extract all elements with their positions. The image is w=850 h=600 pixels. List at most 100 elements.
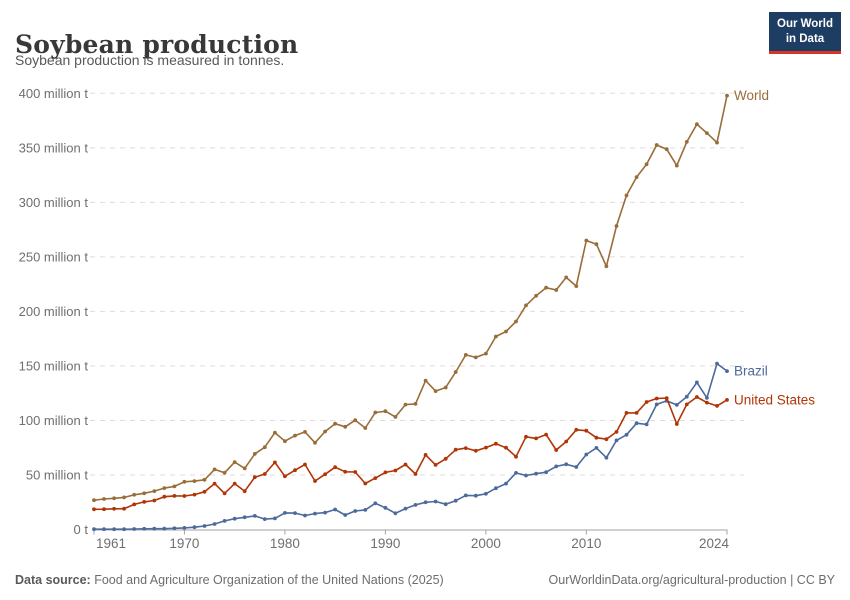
series-point-brazil-2014[interactable] [624,432,629,437]
series-point-world-2004[interactable] [524,303,528,308]
series-point-united-states-1997[interactable] [453,447,458,452]
series-point-united-states-1962[interactable] [102,507,106,512]
series-point-united-states-2024[interactable] [725,398,729,402]
series-point-world-1984[interactable] [323,429,327,434]
series-point-world-1981[interactable] [293,433,297,438]
series-point-world-2021[interactable] [695,122,699,127]
series-point-brazil-1973[interactable] [212,522,217,526]
series-point-brazil-2010[interactable] [584,452,589,457]
series-point-brazil-2009[interactable] [574,465,579,469]
series-point-world-1977[interactable] [252,452,257,456]
series-point-united-states-2019[interactable] [674,422,679,426]
series-point-united-states-1974[interactable] [222,491,227,496]
series-point-united-states-1988[interactable] [363,481,368,486]
attribution-link[interactable]: OurWorldinData.org/agricultural-producti… [548,573,835,587]
series-point-brazil-1966[interactable] [142,526,147,531]
series-point-world-1963[interactable] [112,496,116,501]
series-point-united-states-2021[interactable] [695,395,699,399]
series-point-world-2013[interactable] [614,224,619,228]
series-point-united-states-2002[interactable] [504,445,508,450]
series-point-united-states-1999[interactable] [473,448,478,453]
series-point-brazil-1986[interactable] [343,513,348,517]
series-point-united-states-1996[interactable] [443,456,448,461]
series-point-brazil-1976[interactable] [242,515,247,520]
series-point-united-states-1993[interactable] [413,472,418,476]
series-point-brazil-1977[interactable] [252,514,257,518]
series-point-world-2023[interactable] [715,140,719,145]
series-point-united-states-2009[interactable] [574,427,579,432]
series-point-united-states-1965[interactable] [132,502,137,507]
series-point-united-states-1966[interactable] [142,500,147,504]
series-point-world-1991[interactable] [393,415,398,419]
series-point-brazil-1995[interactable] [433,499,438,504]
series-point-world-2015[interactable] [634,175,639,180]
series-point-united-states-1971[interactable] [192,492,197,497]
series-point-brazil-1979[interactable] [273,516,277,521]
series-point-world-2018[interactable] [664,147,669,152]
series-point-world-1966[interactable] [142,491,147,496]
series-point-world-1996[interactable] [443,385,448,390]
series-point-brazil-1988[interactable] [363,508,368,512]
series-point-brazil-2019[interactable] [674,403,679,407]
series-point-brazil-2001[interactable] [494,486,498,491]
series-point-world-1975[interactable] [232,460,237,464]
series-point-brazil-1967[interactable] [152,526,157,531]
series-point-united-states-1968[interactable] [162,494,167,499]
series-point-united-states-2017[interactable] [654,396,659,401]
series-point-brazil-1978[interactable] [262,517,267,521]
series-point-united-states-1967[interactable] [152,498,157,503]
series-point-united-states-1983[interactable] [313,479,317,483]
series-point-united-states-1982[interactable] [303,462,307,467]
series-point-brazil-2020[interactable] [684,394,689,399]
series-point-brazil-2013[interactable] [614,438,619,443]
series-point-united-states-1998[interactable] [463,446,468,450]
series-point-world-1999[interactable] [473,355,478,360]
series-point-united-states-1987[interactable] [353,470,358,474]
series-point-world-1986[interactable] [343,424,348,429]
series-point-world-1980[interactable] [283,439,287,444]
series-point-brazil-1987[interactable] [353,509,358,513]
series-point-brazil-1980[interactable] [283,511,287,515]
series-point-brazil-1992[interactable] [403,506,408,511]
series-point-world-1979[interactable] [273,430,277,435]
series-point-world-1985[interactable] [333,421,337,426]
series-line-world[interactable] [93,94,728,502]
series-point-world-1990[interactable] [383,409,388,414]
series-point-united-states-1984[interactable] [323,472,327,477]
series-point-brazil-1990[interactable] [383,505,388,510]
series-point-brazil-1993[interactable] [413,503,418,507]
series-line-brazil[interactable] [93,362,728,531]
series-point-brazil-2022[interactable] [705,396,709,400]
series-point-brazil-2012[interactable] [604,455,609,460]
series-point-world-2012[interactable] [604,264,609,269]
series-point-brazil-1971[interactable] [192,525,197,530]
series-point-world-1962[interactable] [102,497,106,501]
series-label-world[interactable]: World [734,88,769,103]
series-point-brazil-1989[interactable] [373,501,378,506]
series-label-brazil[interactable]: Brazil [734,364,768,379]
series-point-world-1983[interactable] [313,440,317,445]
series-point-world-1967[interactable] [152,489,157,493]
series-point-brazil-1982[interactable] [303,513,307,518]
series-point-world-2016[interactable] [644,162,649,167]
series-point-brazil-1981[interactable] [293,511,297,515]
series-point-brazil-1994[interactable] [423,500,428,505]
series-point-world-1961[interactable] [92,498,96,503]
series-point-united-states-1972[interactable] [202,489,207,494]
series-point-united-states-1970[interactable] [182,494,187,498]
series-point-united-states-2018[interactable] [664,396,669,400]
series-point-world-2019[interactable] [674,163,679,168]
series-point-united-states-1981[interactable] [293,468,297,473]
series-point-world-2009[interactable] [574,284,579,288]
series-point-united-states-2022[interactable] [705,400,709,405]
series-point-brazil-1984[interactable] [323,510,327,515]
series-point-united-states-1986[interactable] [343,469,348,474]
series-point-world-1989[interactable] [373,410,378,415]
series-point-united-states-2016[interactable] [644,400,649,404]
series-point-united-states-1990[interactable] [383,470,388,475]
series-point-brazil-1964[interactable] [122,527,126,532]
series-point-brazil-1975[interactable] [232,516,237,521]
series-point-united-states-2010[interactable] [584,428,589,433]
series-point-united-states-2013[interactable] [614,430,619,434]
series-point-brazil-1991[interactable] [393,511,398,516]
